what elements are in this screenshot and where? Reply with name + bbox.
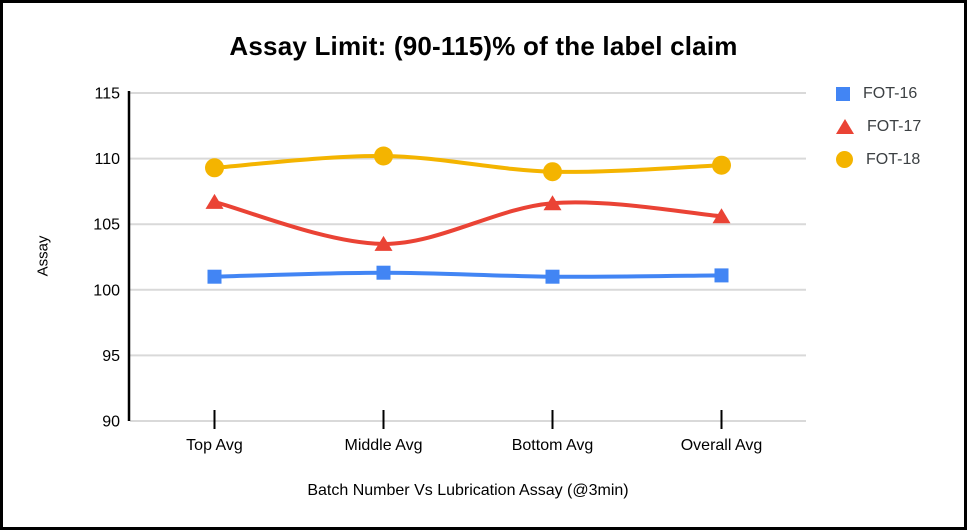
x-category-label: Bottom Avg bbox=[512, 437, 594, 454]
x-category-label: Top Avg bbox=[186, 437, 243, 454]
chart-line-FOT-16 bbox=[212, 270, 724, 279]
chart-line-FOT-18 bbox=[212, 153, 724, 174]
y-tick-label-115: 115 bbox=[94, 86, 120, 103]
marker-FOT-18-Middle-Avg bbox=[374, 146, 393, 166]
legend-item-fot-16: FOT-16 bbox=[836, 77, 921, 110]
y-tick-label-105: 105 bbox=[93, 217, 120, 234]
x-axis-title: Batch Number Vs Lubrication Assay (@3min… bbox=[307, 482, 629, 499]
legend-label: FOT-16 bbox=[863, 84, 918, 102]
y-tick-label-90: 90 bbox=[102, 414, 120, 431]
plot-area: 90 95 100 105 110 115 Top Avg Middle Avg Bottom … bbox=[93, 86, 806, 454]
legend-circle-marker-icon bbox=[836, 151, 853, 168]
marker-FOT-16-Middle-Avg bbox=[376, 265, 391, 280]
legend-label: FOT-17 bbox=[867, 117, 922, 135]
legend-triangle-marker-icon bbox=[836, 119, 854, 134]
marker-FOT-17-Bottom-Avg bbox=[543, 195, 562, 211]
marker-FOT-17-Overall-Avg bbox=[712, 208, 731, 224]
y-axis-title: Assay bbox=[34, 235, 52, 277]
y-tick-label-95: 95 bbox=[102, 348, 120, 365]
marker-FOT-18-Top-Avg bbox=[205, 158, 224, 178]
legend-item-fot-18: FOT-18 bbox=[836, 143, 921, 176]
y-tick-label-100: 100 bbox=[93, 282, 120, 299]
legend-item-fot-17: FOT-17 bbox=[836, 110, 921, 143]
marker-FOT-17-Top-Avg bbox=[205, 193, 224, 209]
marker-FOT-17-Middle-Avg bbox=[374, 235, 393, 251]
x-category-label: Middle Avg bbox=[345, 437, 423, 454]
marker-FOT-16-Overall-Avg bbox=[714, 268, 729, 283]
chart-line-FOT-17 bbox=[212, 199, 724, 246]
x-category-label: Overall Avg bbox=[681, 437, 763, 454]
legend: FOT-16 FOT-17 FOT-18 bbox=[836, 77, 921, 176]
y-tick-label-110: 110 bbox=[94, 151, 120, 168]
legend-square-marker-icon bbox=[836, 86, 850, 101]
marker-FOT-18-Overall-Avg bbox=[712, 155, 731, 175]
marker-FOT-16-Bottom-Avg bbox=[545, 269, 560, 284]
legend-label: FOT-18 bbox=[866, 150, 921, 168]
marker-FOT-16-Top-Avg bbox=[207, 269, 222, 284]
marker-FOT-18-Bottom-Avg bbox=[543, 162, 562, 182]
chart-title: Assay Limit: (90-115)% of the label clai… bbox=[229, 31, 738, 61]
